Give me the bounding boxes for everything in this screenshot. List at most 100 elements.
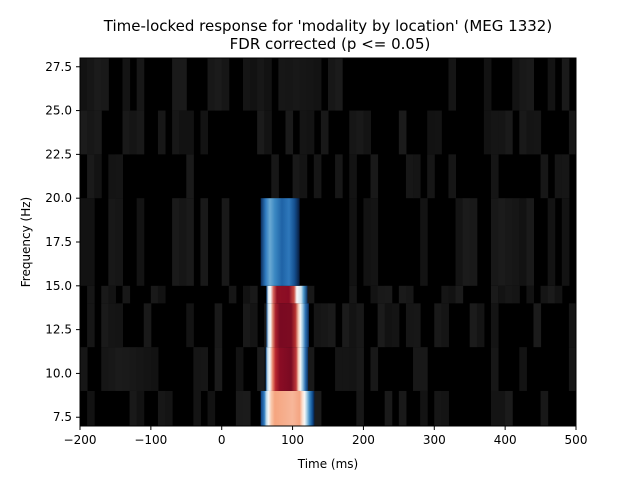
noise-cell — [264, 110, 272, 155]
noise-cell — [143, 347, 152, 391]
x-tick-label: 300 — [423, 433, 446, 447]
noise-cell — [370, 198, 379, 286]
band-layer — [260, 198, 315, 426]
x-tick-label: 100 — [281, 433, 304, 447]
noise-cell — [242, 285, 251, 304]
noise-cell — [250, 303, 258, 348]
noise-cell — [94, 58, 102, 111]
noise-cell — [561, 198, 570, 286]
noise-cell — [505, 198, 513, 286]
noise-cell — [165, 390, 173, 426]
noise-cell — [342, 347, 350, 391]
noise-cell — [250, 285, 258, 304]
noise-cell — [547, 58, 556, 111]
noise-cell — [533, 303, 542, 348]
noise-cell — [214, 58, 223, 111]
noise-cell — [122, 347, 131, 391]
noise-cell — [441, 390, 449, 426]
noise-cell — [172, 198, 180, 286]
noise-cell — [129, 390, 138, 426]
noise-cell — [526, 110, 534, 155]
noise-cell — [398, 110, 407, 155]
noise-cell — [490, 154, 499, 199]
noise-cell — [306, 110, 315, 155]
noise-cell — [115, 154, 124, 199]
noise-cell — [356, 110, 364, 155]
noise-cell — [136, 198, 145, 286]
noise-cell — [434, 390, 442, 426]
y-tick-label: 27.5 — [45, 60, 72, 74]
noise-cell — [129, 347, 138, 391]
noise-cell — [547, 198, 556, 286]
noise-cell — [413, 347, 421, 391]
noise-cell — [80, 58, 88, 111]
noise-cell — [115, 198, 124, 286]
noise-cell — [448, 285, 457, 304]
noise-cell — [94, 154, 102, 199]
noise-cell — [498, 198, 506, 286]
band-15.5hz — [266, 285, 308, 304]
noise-cell — [87, 303, 95, 348]
noise-cell — [122, 285, 131, 304]
noise-cell — [561, 58, 570, 111]
noise-cell — [490, 285, 499, 304]
noise-cell — [405, 303, 414, 348]
noise-cell — [420, 347, 428, 391]
noise-cell — [320, 110, 329, 155]
noise-cell — [179, 110, 187, 155]
noise-cell — [335, 347, 343, 391]
x-tick-label: −200 — [64, 433, 97, 447]
noise-cell — [483, 110, 492, 155]
noise-cell — [257, 347, 265, 391]
noise-cell — [476, 303, 485, 348]
noise-cell — [405, 154, 414, 199]
noise-cell — [87, 58, 95, 111]
noise-cell — [349, 285, 357, 304]
noise-cell — [547, 285, 556, 304]
noise-cell — [299, 58, 308, 111]
y-tick-label: 22.5 — [45, 147, 72, 161]
noise-cell — [108, 303, 116, 348]
noise-cell — [157, 390, 166, 426]
noise-cell — [561, 154, 570, 199]
noise-cell — [214, 303, 223, 348]
x-axis-label: Time (ms) — [297, 457, 359, 471]
y-axis-label: Frequency (Hz) — [19, 197, 33, 288]
noise-cell — [150, 347, 159, 391]
noise-cell — [313, 154, 322, 199]
noise-cell — [207, 58, 216, 111]
noise-cell — [490, 390, 499, 426]
noise-cell — [101, 285, 109, 304]
noise-cell — [285, 58, 294, 111]
noise-cell — [257, 110, 265, 155]
noise-cell — [306, 285, 315, 304]
noise-cell — [87, 154, 95, 199]
noise-cell — [136, 347, 145, 391]
noise-cell — [257, 58, 265, 111]
noise-cell — [94, 110, 102, 155]
noise-cell — [342, 303, 350, 348]
noise-cell — [405, 285, 414, 304]
noise-cell — [377, 303, 386, 348]
noise-cell — [214, 347, 223, 391]
noise-cell — [157, 285, 166, 304]
noise-cell — [349, 303, 357, 348]
noise-cell — [526, 285, 534, 304]
noise-cell — [313, 303, 322, 348]
noise-cell — [427, 154, 435, 199]
noise-cell — [186, 303, 194, 348]
noise-cell — [384, 390, 393, 426]
noise-cell — [335, 154, 343, 199]
noise-cell — [278, 58, 286, 111]
noise-cell — [490, 347, 499, 391]
noise-cell — [172, 110, 180, 155]
noise-cell — [108, 198, 116, 286]
noise-cell — [568, 110, 577, 155]
noise-cell — [136, 58, 145, 111]
noise-cell — [370, 347, 379, 391]
noise-cell — [505, 110, 513, 155]
noise-cell — [143, 303, 152, 348]
noise-cell — [200, 110, 209, 155]
noise-cell — [469, 198, 478, 286]
noise-cell — [80, 198, 88, 286]
